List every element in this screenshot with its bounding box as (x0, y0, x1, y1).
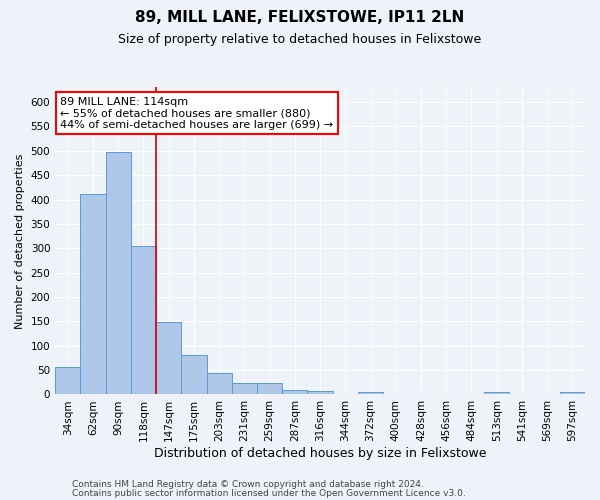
Bar (232, 383, 257, 394)
Bar (560, 392, 585, 394)
Bar (131, 246, 156, 394)
Bar (257, 383, 282, 394)
Bar (358, 392, 383, 394)
Text: Size of property relative to detached houses in Felixstowe: Size of property relative to detached ho… (118, 32, 482, 46)
Bar (206, 373, 232, 394)
Y-axis label: Number of detached properties: Number of detached properties (15, 154, 25, 328)
Bar (55, 366, 80, 394)
Text: Contains public sector information licensed under the Open Government Licence v3: Contains public sector information licen… (72, 489, 466, 498)
Text: 89, MILL LANE, FELIXSTOWE, IP11 2LN: 89, MILL LANE, FELIXSTOWE, IP11 2LN (136, 10, 464, 25)
Bar (282, 390, 307, 394)
Bar (106, 152, 131, 394)
Bar (484, 392, 509, 394)
Text: Contains HM Land Registry data © Crown copyright and database right 2024.: Contains HM Land Registry data © Crown c… (72, 480, 424, 489)
Bar (181, 354, 206, 395)
Bar (156, 322, 181, 394)
X-axis label: Distribution of detached houses by size in Felixstowe: Distribution of detached houses by size … (154, 447, 487, 460)
Bar (307, 391, 332, 394)
Bar (80, 194, 106, 394)
Text: 89 MILL LANE: 114sqm
← 55% of detached houses are smaller (880)
44% of semi-deta: 89 MILL LANE: 114sqm ← 55% of detached h… (61, 96, 334, 130)
